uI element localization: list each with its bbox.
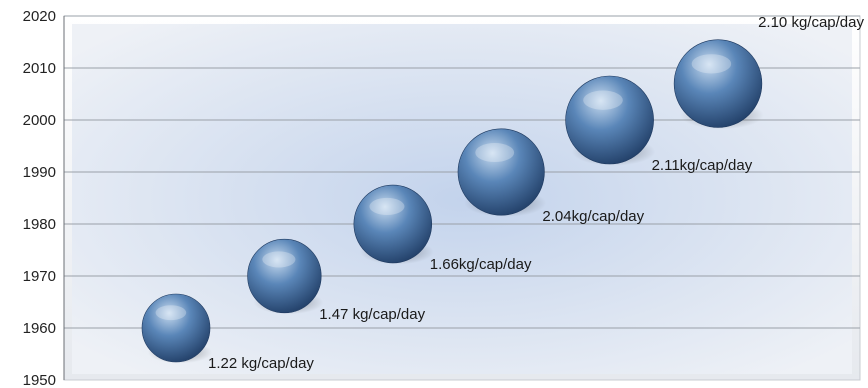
bubble-point: [247, 238, 322, 314]
data-label: 2.11kg/cap/day: [652, 157, 753, 174]
bubble-highlight: [262, 251, 296, 268]
y-tick-label: 2020: [23, 8, 56, 25]
y-tick-label: 2010: [23, 60, 56, 77]
data-label: 2.04kg/cap/day: [542, 208, 644, 225]
bubble-highlight: [155, 305, 187, 321]
data-label: 2.10 kg/cap/day: [758, 14, 864, 31]
data-label: 1.22 kg/cap/day: [208, 355, 314, 372]
bubble-highlight: [369, 197, 405, 216]
y-tick-label: 1990: [23, 164, 56, 181]
bubble-point: [673, 39, 763, 128]
bubbles: [141, 39, 764, 364]
bubble-highlight: [691, 54, 732, 74]
y-tick-label: 1980: [23, 216, 56, 233]
y-axis-tick-labels: 1950 1960 1970 1980 1990 2000 2010 2020: [23, 8, 56, 388]
y-tick-label: 1960: [23, 320, 56, 337]
bubble-point: [353, 184, 433, 264]
y-tick-label: 2000: [23, 112, 56, 129]
bubble-point: [457, 128, 545, 216]
bubble-highlight: [475, 143, 515, 163]
bubble-point: [565, 75, 654, 165]
data-label: 1.47 kg/cap/day: [319, 306, 425, 323]
bubble-point: [141, 293, 211, 363]
bubble-highlight: [583, 90, 623, 110]
y-tick-label: 1950: [23, 372, 56, 388]
data-label: 1.66kg/cap/day: [430, 256, 532, 273]
data-labels: 1.22 kg/cap/day 1.47 kg/cap/day 1.66kg/cap…: [208, 14, 864, 372]
y-tick-label: 1970: [23, 268, 56, 285]
